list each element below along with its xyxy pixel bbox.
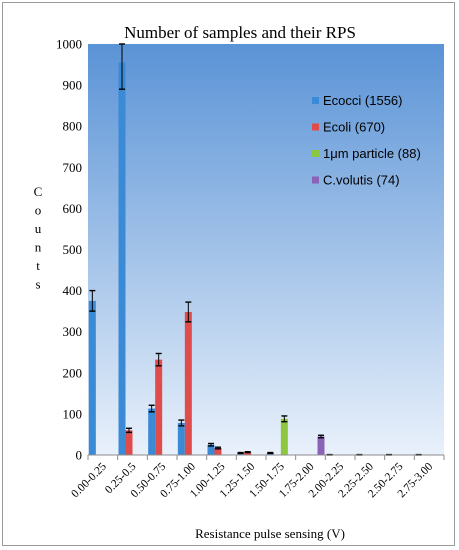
- bar-Ecoli-4: [214, 448, 222, 455]
- error-bar-Ecocci-0: [89, 289, 96, 312]
- legend-label-Ecocci: Ecocci (1556): [323, 93, 402, 108]
- y-tick-label: 500: [63, 242, 83, 257]
- bar-1um-6: [280, 418, 288, 455]
- y-tick-label: 100: [63, 406, 83, 421]
- error-bar-Ecocci-3: [178, 419, 185, 427]
- legend-swatch-Cvolutis: [312, 176, 319, 184]
- legend-label-Ecoli: Ecoli (670): [323, 120, 385, 135]
- y-tick-label: 900: [63, 78, 83, 93]
- x-axis-label: Resistance pulse sensing (V): [195, 526, 345, 541]
- error-bar-1um-6: [281, 415, 288, 423]
- error-bar-Ecoli-1: [126, 427, 132, 434]
- legend-swatch-Ecocci: [312, 97, 319, 104]
- x-axis-labels: 0.00-0.250.25-0.50.50-0.750.75-1.001.00-…: [69, 460, 435, 500]
- y-tick-label: 600: [63, 201, 83, 216]
- error-bar-Ecocci-4: [208, 442, 214, 447]
- legend-swatch-Ecoli: [312, 123, 319, 131]
- error-bar-Ecoli-2: [155, 352, 162, 367]
- bar-Ecoli-1: [125, 430, 133, 455]
- bar-Cvolutis-7: [317, 436, 325, 455]
- legend-label-1um: 1μm particle (88): [323, 146, 421, 161]
- y-tick-label: 400: [63, 283, 83, 298]
- y-tick-label: 300: [63, 324, 83, 339]
- bar-Ecoli-2: [155, 359, 163, 455]
- bar-Ecoli-5: [244, 452, 252, 455]
- y-tick-label: 0: [76, 448, 83, 463]
- error-bar-Ecocci-2: [148, 404, 155, 413]
- bar-Ecocci-4: [207, 444, 215, 455]
- bars-group: [88, 62, 325, 456]
- bar-Ecocci-0: [88, 300, 96, 455]
- y-tick-label: 200: [63, 365, 83, 380]
- y-tick-label: 1000: [56, 37, 82, 52]
- bar-Ecocci-3: [177, 422, 185, 455]
- legend: Ecocci (1556) Ecoli (670) 1μm particle (88…: [312, 93, 421, 188]
- error-bar-Ecocci-1: [119, 43, 125, 90]
- y-axis-ticks: 0 100 200 300 400 500 600 700 800 900 1000: [56, 37, 82, 463]
- bar-Ecoli-3: [184, 311, 192, 455]
- error-bar-Ecoli-4: [215, 446, 221, 450]
- legend-label-Cvolutis: C.volutis (74): [323, 173, 400, 188]
- chart-title: Number of samples and their RPS: [124, 23, 356, 42]
- bar-Ecocci-1: [118, 62, 126, 456]
- y-tick-label: 700: [63, 160, 83, 175]
- error-bar-Ecoli-5: [244, 451, 251, 454]
- error-bar-Ecocci-5: [237, 451, 244, 455]
- y-tick-label: 800: [63, 119, 83, 134]
- error-bar-Ecocci-6: [267, 451, 274, 455]
- legend-swatch-1um: [312, 150, 319, 157]
- x-axis-ticks: [87, 455, 445, 460]
- error-bar-Cvolutis-7: [318, 434, 324, 439]
- error-bar-Ecoli-3: [185, 301, 192, 323]
- bar-Ecocci-2: [148, 408, 156, 455]
- x-category-label: 0.00-0.25: [69, 460, 109, 500]
- plot-area: [88, 44, 444, 455]
